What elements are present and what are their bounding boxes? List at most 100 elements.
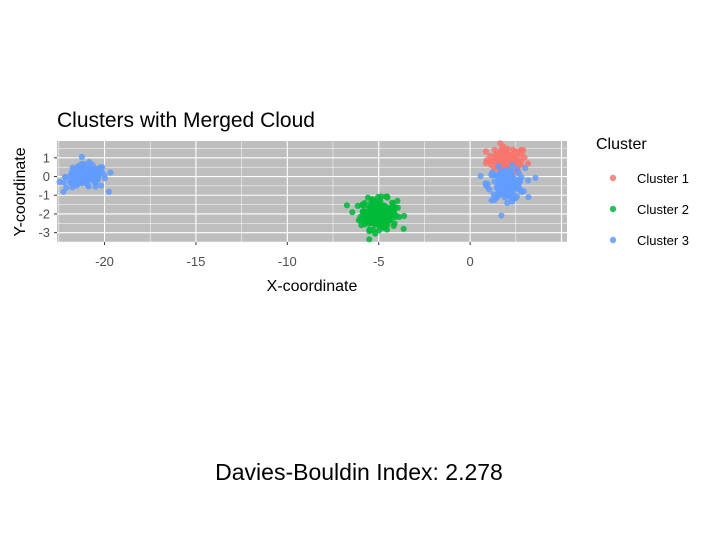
data-point: [520, 188, 528, 195]
data-point: [400, 225, 407, 232]
data-point: [378, 193, 385, 200]
data-points: [56, 140, 539, 243]
data-point: [532, 174, 539, 181]
data-point: [487, 152, 494, 159]
data-point: [482, 148, 489, 155]
data-point: [394, 197, 401, 204]
data-point: [495, 163, 502, 170]
x-tick-label: 0: [467, 254, 474, 269]
data-point: [497, 146, 505, 153]
data-point: [98, 165, 105, 172]
legend: Cluster Cluster 1 Cluster 2 Cluster 3: [596, 136, 689, 248]
data-point: [401, 212, 408, 220]
data-point: [366, 207, 373, 214]
data-point: [85, 165, 92, 172]
x-axis-ticks: -20 -15 -10 -5 0: [95, 242, 474, 269]
data-point: [62, 173, 69, 181]
data-point: [509, 182, 516, 189]
data-point: [380, 224, 387, 231]
data-point: [484, 183, 491, 190]
data-point: [516, 178, 524, 186]
data-point: [498, 174, 505, 181]
data-point: [68, 171, 75, 178]
x-axis-title: X-coordinate: [267, 278, 358, 295]
y-tick-label: -1: [38, 188, 50, 203]
y-axis-ticks: 1 0 -1 -2 -3: [38, 150, 57, 240]
davies-bouldin-index: Davies-Bouldin Index: 2.278: [215, 459, 503, 485]
data-point: [522, 165, 529, 172]
data-point: [366, 236, 373, 243]
data-point: [364, 194, 372, 201]
data-point: [377, 201, 385, 208]
data-point: [86, 158, 93, 165]
data-point: [78, 153, 85, 160]
data-point: [85, 183, 92, 190]
data-point: [502, 145, 509, 152]
y-tick-label: 0: [43, 169, 50, 184]
legend-key: [609, 174, 617, 182]
data-point: [60, 188, 67, 195]
data-point: [92, 179, 99, 186]
x-tick-label: -15: [187, 254, 206, 269]
data-point: [376, 214, 383, 221]
data-point: [390, 222, 397, 230]
data-point: [513, 155, 520, 162]
data-point: [359, 201, 366, 208]
y-axis-title: Y-coordinate: [12, 147, 29, 236]
data-point: [506, 151, 513, 158]
data-point: [512, 148, 519, 155]
data-point: [81, 169, 89, 177]
legend-key: [609, 236, 617, 244]
data-point: [349, 209, 356, 216]
x-tick-label: -20: [95, 254, 114, 269]
data-point: [368, 214, 375, 221]
data-point: [477, 173, 484, 180]
data-point: [495, 181, 502, 188]
data-point: [510, 195, 517, 202]
data-point: [495, 190, 502, 197]
data-point: [487, 161, 495, 168]
data-point: [391, 204, 398, 211]
chart-title: Clusters with Merged Cloud: [57, 109, 315, 132]
legend-key: [609, 205, 617, 213]
data-point: [518, 174, 525, 181]
legend-label: Cluster 3: [637, 233, 689, 248]
x-tick-label: -10: [278, 254, 297, 269]
data-point: [90, 165, 98, 172]
y-tick-label: 1: [43, 150, 50, 165]
y-tick-label: -3: [38, 225, 50, 240]
data-point: [508, 189, 515, 197]
x-tick-label: -5: [373, 254, 385, 269]
data-point: [105, 188, 112, 195]
data-point: [497, 140, 504, 147]
data-point: [384, 194, 391, 201]
data-point: [343, 202, 350, 209]
data-point: [501, 194, 508, 201]
legend-label: Cluster 1: [637, 171, 689, 186]
data-point: [67, 179, 74, 186]
data-point: [488, 171, 495, 179]
data-point: [371, 206, 378, 213]
data-point: [372, 230, 379, 237]
data-point: [360, 213, 368, 220]
data-point: [98, 182, 105, 189]
data-point: [524, 160, 532, 167]
data-point: [504, 199, 511, 207]
data-point: [93, 172, 100, 179]
data-point: [366, 226, 373, 233]
data-point: [498, 212, 505, 219]
data-point: [525, 177, 532, 184]
data-point: [69, 164, 76, 171]
data-point: [83, 177, 90, 184]
data-point: [518, 151, 525, 158]
data-point: [390, 209, 397, 216]
data-point: [492, 157, 499, 164]
data-point: [500, 189, 507, 196]
data-point: [503, 173, 510, 180]
legend-title: Cluster: [596, 136, 647, 153]
data-point: [369, 196, 376, 203]
data-point: [503, 178, 510, 185]
data-point: [73, 174, 80, 181]
legend-label: Cluster 2: [637, 202, 689, 217]
